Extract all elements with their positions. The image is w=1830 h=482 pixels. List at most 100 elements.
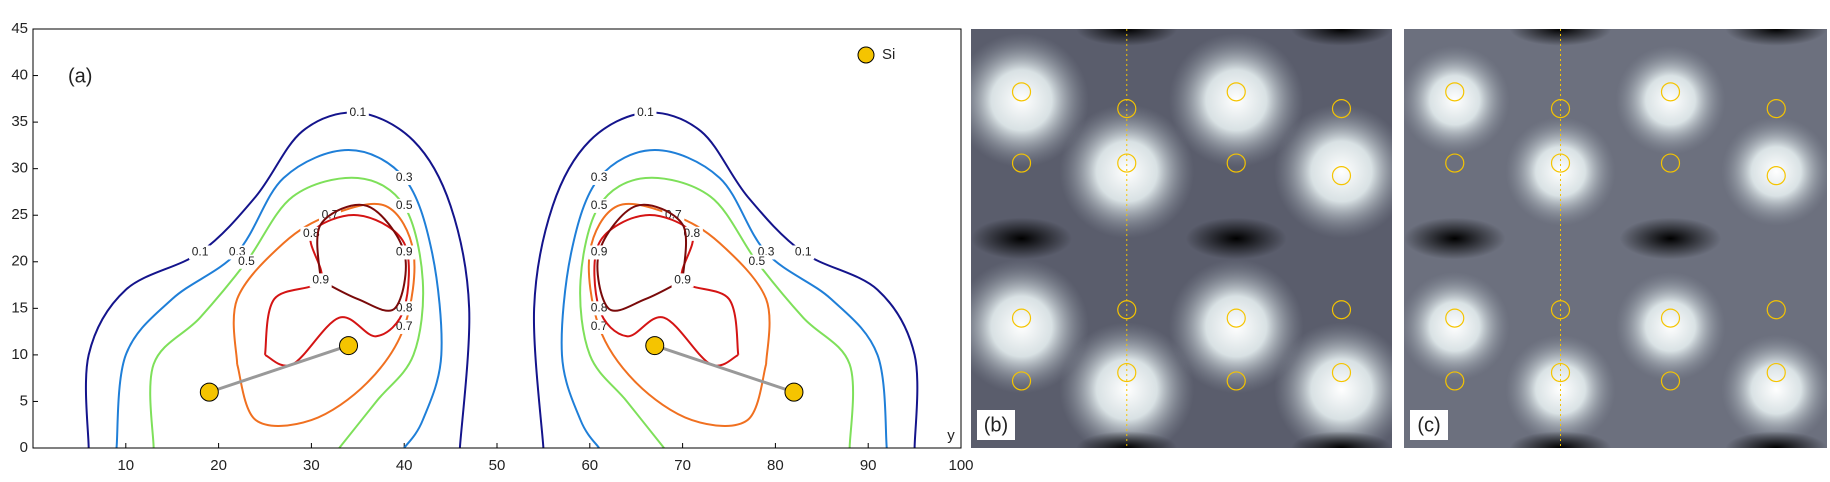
contour-label: 0.8 bbox=[396, 301, 413, 315]
y-tick-label: 15 bbox=[11, 299, 28, 316]
label-bg bbox=[977, 410, 1015, 440]
x-tick-label: 90 bbox=[860, 457, 877, 474]
bright-spot bbox=[1168, 259, 1304, 394]
atom-marker bbox=[1660, 153, 1681, 173]
atom-marker bbox=[1445, 82, 1465, 102]
x-tick-label: 20 bbox=[210, 457, 227, 474]
atom-marker bbox=[1226, 308, 1246, 328]
atom-marker bbox=[1226, 82, 1246, 102]
contour-line bbox=[593, 214, 740, 367]
contour-label: 0.7 bbox=[591, 319, 608, 333]
dark-spot bbox=[1725, 431, 1827, 448]
dark-spot bbox=[1725, 29, 1827, 46]
atom-marker bbox=[1331, 300, 1352, 320]
contour-label: 0.1 bbox=[795, 245, 812, 259]
contour-label-bg bbox=[634, 105, 657, 120]
contour-label-bg bbox=[393, 170, 416, 185]
contour-line bbox=[587, 202, 771, 427]
y-tick-label: 5 bbox=[20, 392, 28, 409]
panel-label: (c) bbox=[1417, 414, 1440, 436]
contour-label: 0.9 bbox=[674, 273, 691, 287]
x-tick-label: 50 bbox=[489, 457, 506, 474]
contour-label: 0.9 bbox=[312, 273, 329, 287]
x-tick-label: 70 bbox=[674, 457, 691, 474]
contour-line bbox=[232, 202, 416, 427]
panel-label: (a) bbox=[68, 65, 92, 87]
contour-label: 0.5 bbox=[591, 198, 608, 212]
bright-spot bbox=[1274, 322, 1392, 448]
dark-spot bbox=[1076, 29, 1178, 46]
y-tick-label: 45 bbox=[11, 20, 28, 37]
dark-spot bbox=[1290, 29, 1392, 46]
bond bbox=[208, 344, 349, 394]
atom-marker bbox=[1226, 371, 1246, 391]
legend-marker bbox=[857, 46, 875, 64]
contour-label-bg bbox=[745, 254, 768, 269]
atom-marker bbox=[1011, 308, 1032, 328]
plot-frame bbox=[32, 28, 962, 449]
atom-marker bbox=[1331, 99, 1352, 119]
bright-spot bbox=[971, 33, 1089, 168]
contour-label: 0.1 bbox=[349, 105, 366, 119]
si-atom bbox=[645, 336, 665, 356]
contour-line bbox=[149, 176, 425, 449]
contour-label: 0.8 bbox=[591, 301, 608, 315]
contour-label: 0.3 bbox=[591, 170, 608, 184]
contour-label-bg bbox=[671, 273, 694, 288]
legend-label: Si bbox=[882, 46, 895, 63]
atom-marker bbox=[1766, 300, 1786, 320]
contour-label: 0.9 bbox=[591, 245, 608, 259]
x-tick-label: 40 bbox=[396, 457, 413, 474]
contour-label: 0.7 bbox=[396, 319, 413, 333]
bright-spot bbox=[1404, 272, 1510, 381]
si-atom bbox=[199, 382, 219, 402]
bright-spot bbox=[1505, 116, 1616, 226]
y-tick-label: 25 bbox=[11, 206, 28, 223]
contour-label-bg bbox=[588, 245, 611, 260]
x-tick-label: 10 bbox=[117, 457, 134, 474]
y-tick-label: 10 bbox=[11, 346, 28, 363]
atom-marker bbox=[1766, 362, 1786, 383]
dark-spot bbox=[1185, 217, 1287, 260]
dark-spot bbox=[1509, 29, 1612, 46]
bright-spot bbox=[971, 259, 1089, 394]
contour-label-bg bbox=[189, 245, 212, 260]
atom-marker bbox=[1660, 371, 1681, 391]
si-atom bbox=[784, 382, 804, 402]
contour-label-bg bbox=[588, 198, 611, 213]
contour-label: 0.8 bbox=[684, 226, 701, 240]
atom-marker bbox=[1445, 371, 1465, 391]
contour-label-bg bbox=[309, 273, 332, 288]
contour-label-bg bbox=[393, 198, 416, 213]
dark-spot bbox=[1619, 217, 1722, 260]
dark-spot bbox=[971, 217, 1073, 260]
atom-marker bbox=[1226, 153, 1246, 173]
bond bbox=[654, 344, 795, 394]
bright-spot bbox=[1274, 104, 1392, 239]
contour-label-bg bbox=[588, 170, 611, 185]
si-atom bbox=[339, 336, 359, 356]
label-bg bbox=[1410, 410, 1448, 440]
y-tick-label: 0 bbox=[20, 439, 28, 456]
contour-label: 0.5 bbox=[238, 254, 255, 268]
contour-label-bg bbox=[346, 105, 369, 120]
atom-marker bbox=[1550, 362, 1571, 383]
atom-marker bbox=[1445, 308, 1465, 328]
atom-marker bbox=[1660, 308, 1681, 328]
atom-marker bbox=[1766, 99, 1786, 119]
panel-label: (b) bbox=[984, 414, 1008, 436]
y-tick-label: 35 bbox=[11, 113, 28, 130]
contour-label-bg bbox=[393, 319, 416, 334]
contour-label-bg bbox=[588, 319, 611, 334]
dark-spot bbox=[1404, 217, 1506, 260]
bright-spot bbox=[1615, 272, 1726, 381]
bright-spot bbox=[1168, 33, 1304, 168]
atom-marker bbox=[1011, 371, 1032, 391]
y-tick-label: 30 bbox=[11, 160, 28, 177]
contour-label: 0.1 bbox=[192, 245, 209, 259]
y-tick-label: 40 bbox=[11, 67, 28, 84]
bright-spot bbox=[1721, 334, 1827, 444]
contour-line bbox=[579, 176, 855, 449]
contour-label-bg bbox=[235, 254, 258, 269]
x-tick-label: 60 bbox=[581, 457, 598, 474]
